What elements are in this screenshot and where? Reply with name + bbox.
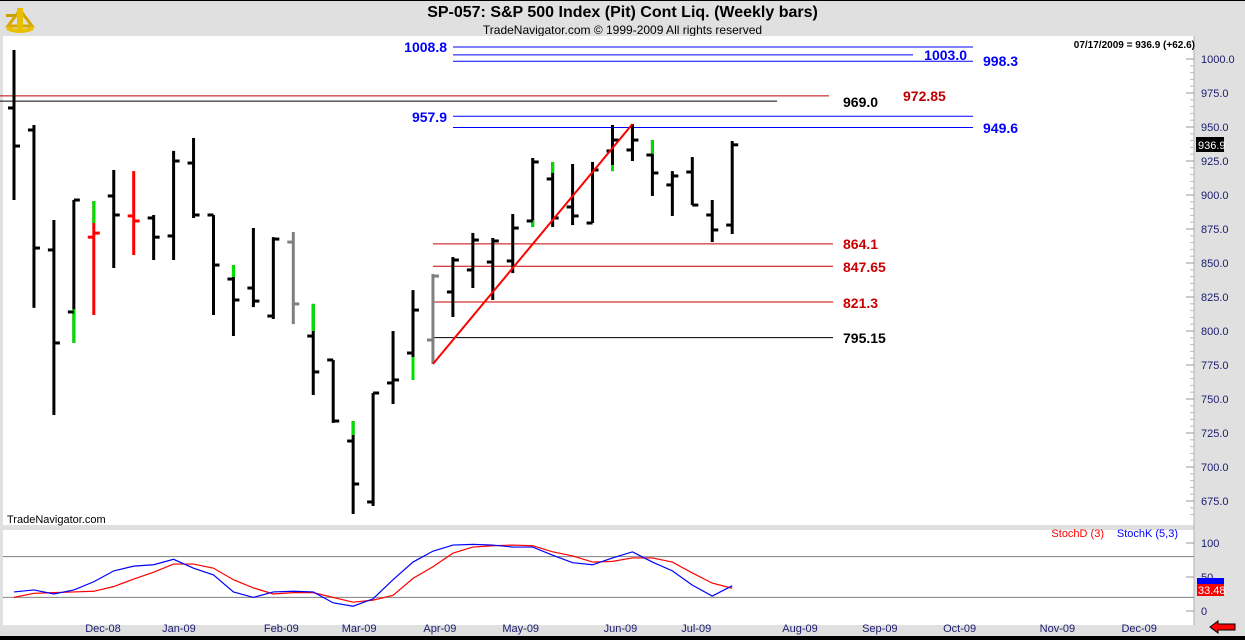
- price-bar: [67, 198, 80, 343]
- x-tick-label: Jul-09: [681, 623, 711, 635]
- copyright-text: TradeNavigator.com © 1999-2009 All right…: [482, 23, 763, 37]
- bottom-border: [0, 636, 1245, 640]
- y-tick-label: 775.0: [1201, 360, 1229, 372]
- price-bar: [227, 265, 240, 337]
- y-tick-label: 925.0: [1201, 156, 1229, 168]
- price-bar: [307, 303, 320, 396]
- level-label: 1003.0: [924, 47, 967, 63]
- x-tick-label: Dec-08: [85, 623, 120, 635]
- x-tick-label: Dec-09: [1121, 623, 1156, 635]
- price-bar: [167, 150, 180, 261]
- y-tick-label: 850.0: [1201, 258, 1229, 270]
- price-bar: [446, 257, 459, 317]
- price-bar: [47, 220, 60, 416]
- stoch-y-label: 0: [1201, 606, 1207, 618]
- y-tick-label: 975.0: [1201, 88, 1229, 100]
- x-tick-label: Aug-09: [782, 623, 817, 635]
- price-bar: [107, 169, 120, 269]
- chart-title: SP-057: S&P 500 Index (Pit) Cont Liq. (W…: [427, 4, 818, 21]
- last-price-badge: [1196, 137, 1224, 152]
- price-bar: [686, 157, 699, 207]
- level-label: 972.85: [903, 88, 946, 104]
- stochd-value-text: 33.48: [1198, 585, 1226, 597]
- scroll-left-arrow-icon[interactable]: [1209, 620, 1236, 634]
- last-price-badge-text: 936.9: [1198, 140, 1226, 152]
- y-tick-label: 675.0: [1201, 496, 1229, 508]
- x-tick-label: Oct-09: [943, 623, 976, 635]
- price-bar: [426, 274, 439, 365]
- price-bar: [247, 228, 260, 308]
- price-bar: [207, 213, 220, 315]
- stoch-line-stochk: [13, 543, 733, 607]
- price-bar: [526, 158, 539, 227]
- price-bar: [327, 358, 340, 423]
- y-tick-label: 900.0: [1201, 190, 1229, 202]
- level-label: 795.15: [843, 330, 886, 346]
- price-bar: [147, 214, 160, 261]
- price-bar: [27, 124, 40, 308]
- x-tick-label: Nov-09: [1040, 623, 1075, 635]
- level-label: 949.6: [983, 120, 1018, 136]
- x-tick-label: Mar-09: [342, 623, 377, 635]
- y-tick-label: 825.0: [1201, 292, 1229, 304]
- level-label: 847.65: [843, 259, 886, 275]
- x-tick-label: Jan-09: [162, 623, 196, 635]
- stochastic-panel[interactable]: [3, 530, 1194, 625]
- level-label: 998.3: [983, 53, 1018, 69]
- sextant-logo-icon: [5, 7, 35, 33]
- chart-header: SP-057: S&P 500 Index (Pit) Cont Liq. (W…: [0, 0, 1245, 37]
- price-bar: [87, 200, 100, 315]
- price-bar: [646, 140, 659, 196]
- y-tick-label: 725.0: [1201, 428, 1229, 440]
- last-price-readout: 07/17/2009 = 936.9 (+62.6): [1074, 40, 1195, 51]
- y-tick-label: 750.0: [1201, 394, 1229, 406]
- price-bar: [726, 141, 739, 235]
- watermark: TradeNavigator.com: [7, 514, 106, 526]
- legend-stochd: StochD (3): [1051, 528, 1104, 540]
- y-tick-label: 875.0: [1201, 224, 1229, 236]
- stochk-value-badge: [1197, 578, 1224, 584]
- x-tick-label: Feb-09: [264, 623, 299, 635]
- price-bar: [506, 214, 519, 274]
- y-tick-label: 1000.0: [1201, 54, 1235, 66]
- price-bar: [367, 391, 380, 507]
- stoch-line-stochd: [13, 544, 733, 603]
- trendline: [432, 123, 634, 365]
- price-bar: [287, 231, 300, 325]
- price-panel[interactable]: [3, 36, 1194, 525]
- price-bar: [8, 50, 20, 201]
- price-bar: [706, 200, 719, 243]
- x-tick-label: Sep-09: [862, 623, 897, 635]
- stoch-y-label: 100: [1201, 538, 1219, 550]
- x-tick-label: May-09: [502, 623, 539, 635]
- price-bar: [387, 331, 400, 405]
- price-bar: [187, 138, 200, 218]
- y-tick-label: 700.0: [1201, 462, 1229, 474]
- price-bar: [267, 237, 280, 320]
- price-bar: [666, 171, 679, 216]
- y-tick-label: 950.0: [1201, 122, 1229, 134]
- legend-stochk: StochK (5,3): [1117, 528, 1178, 540]
- price-bar: [486, 237, 499, 300]
- level-label: 864.1: [843, 236, 878, 252]
- x-tick-label: Apr-09: [423, 623, 456, 635]
- price-bar: [626, 124, 639, 161]
- price-bar: [466, 232, 479, 289]
- price-bar: [407, 290, 419, 380]
- stochd-value-badge: [1197, 584, 1224, 596]
- level-label: 969.0: [843, 94, 878, 110]
- price-bar: [347, 421, 360, 515]
- level-label: 1008.8: [404, 39, 447, 55]
- y-tick-label: 800.0: [1201, 326, 1229, 338]
- level-label: 957.9: [412, 109, 447, 125]
- level-label: 821.3: [843, 295, 878, 311]
- price-bar: [127, 171, 140, 255]
- x-tick-label: Jun-09: [604, 623, 638, 635]
